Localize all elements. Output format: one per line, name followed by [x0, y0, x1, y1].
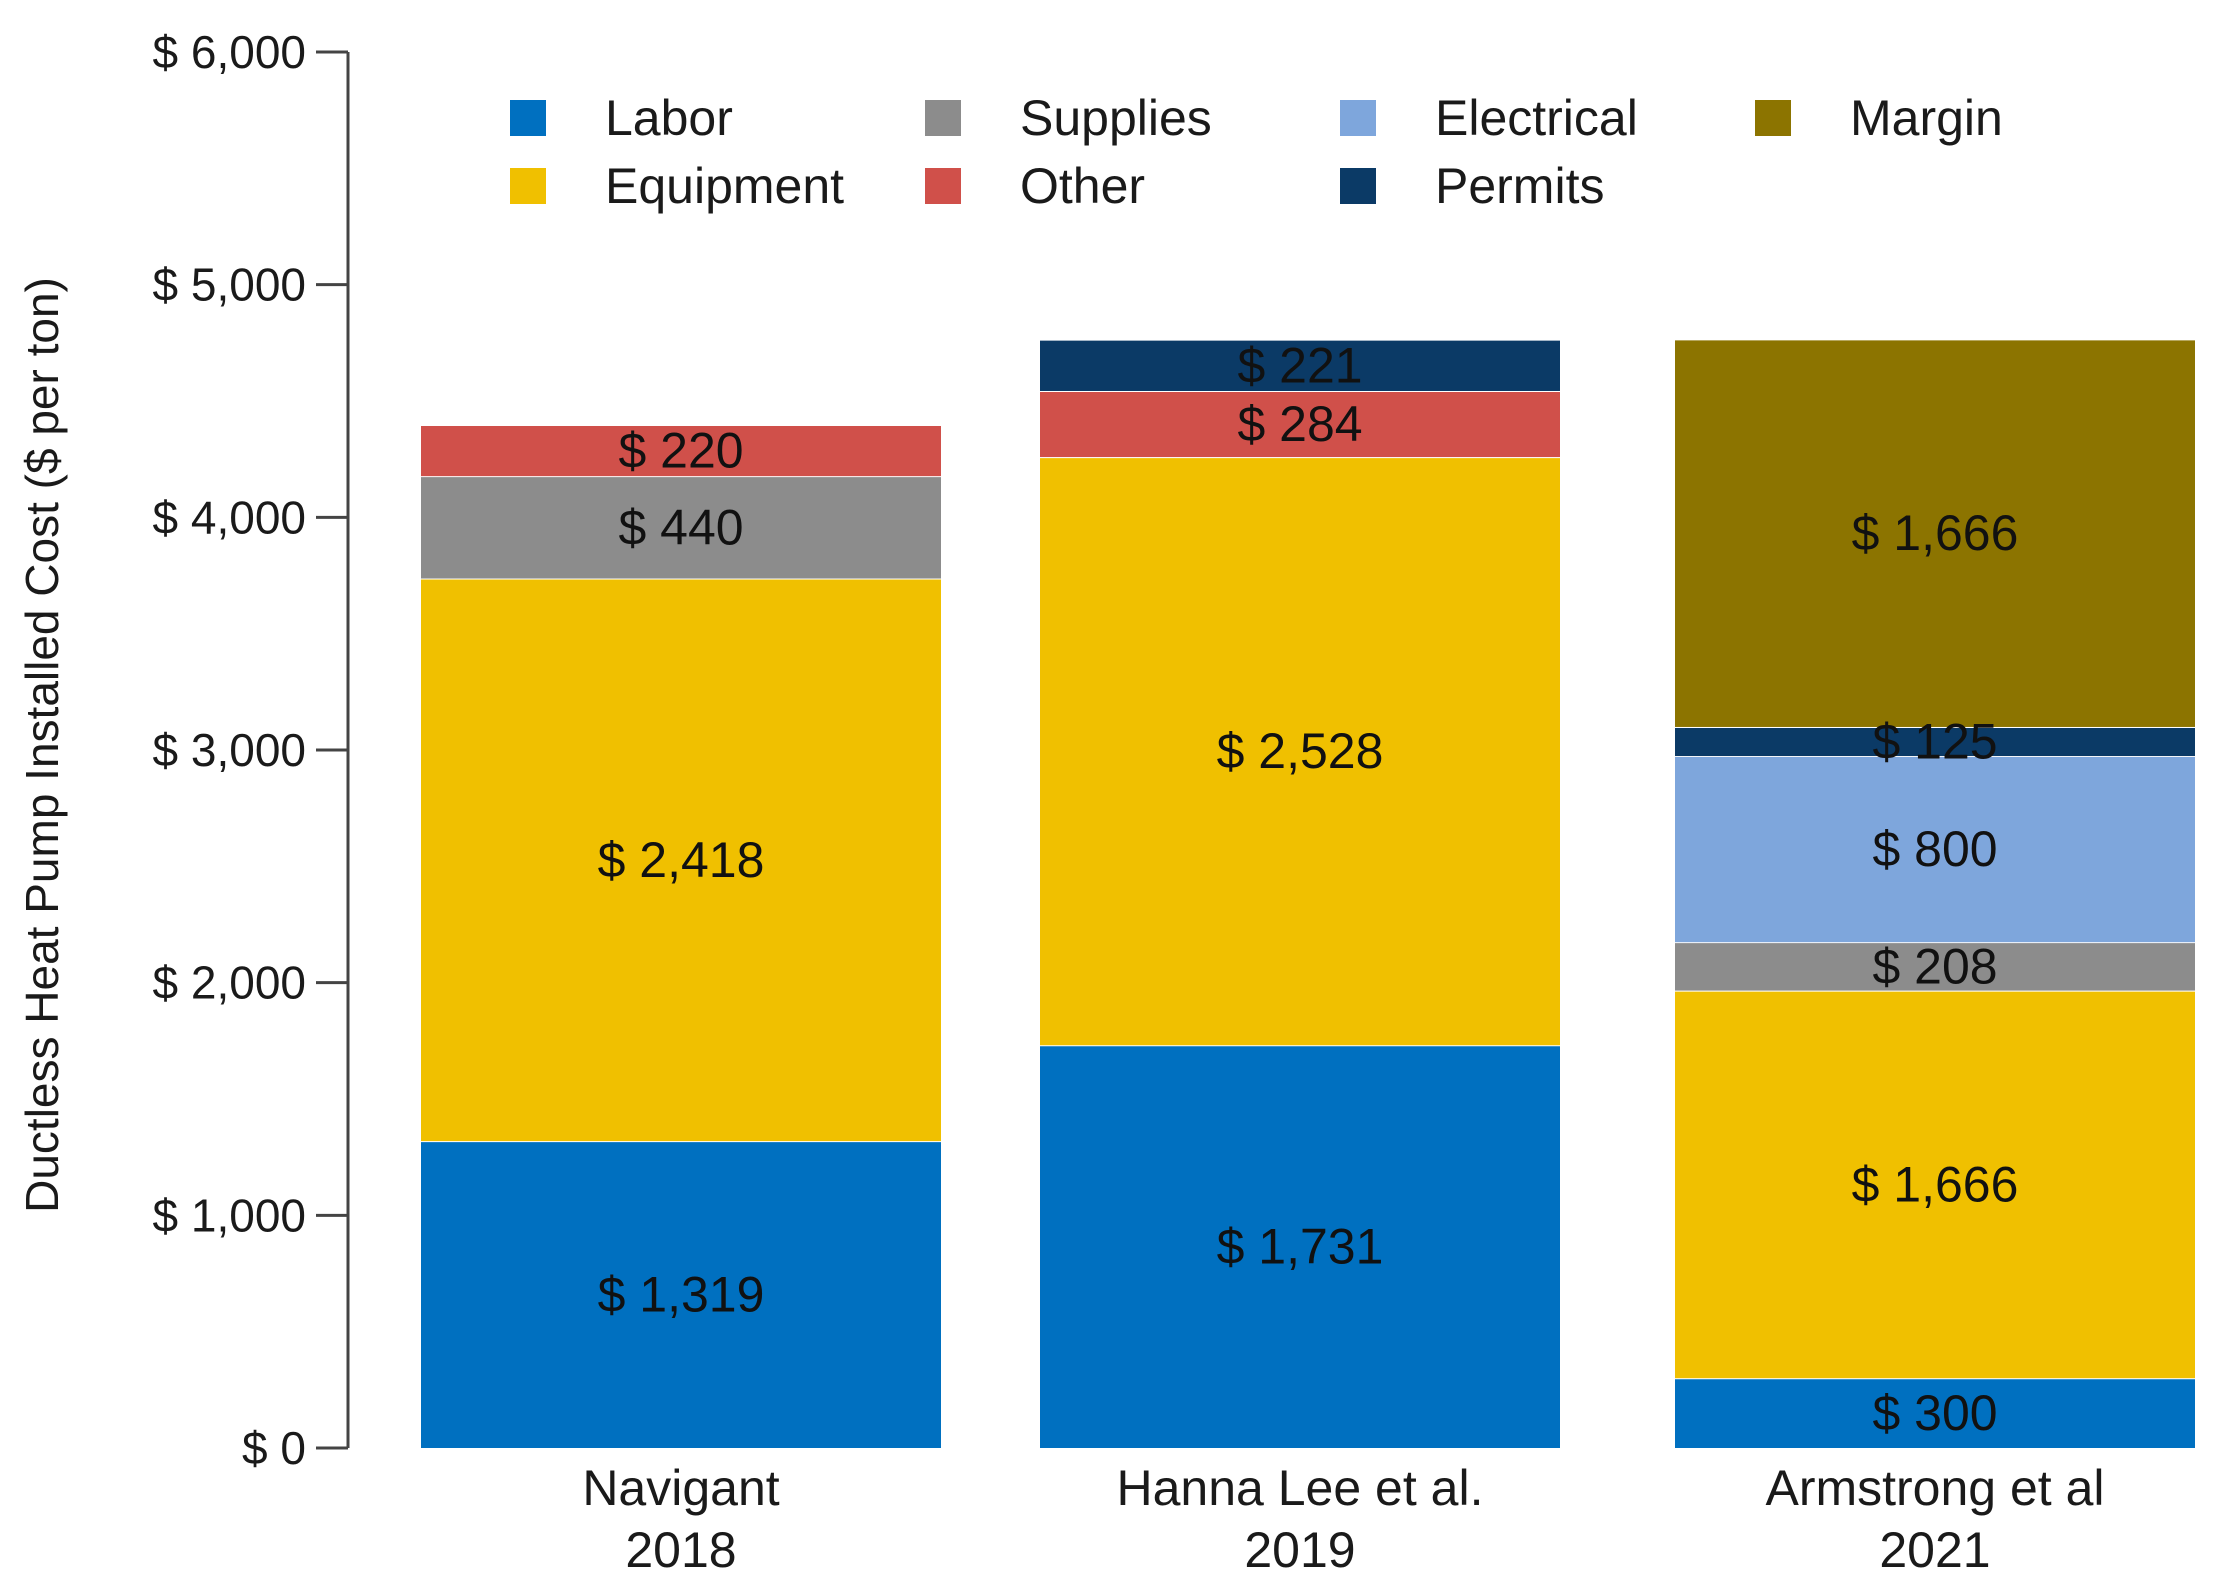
bar-segment-permits-armstrong-et-al — [1675, 726, 2195, 757]
legend-label-labor: Labor — [605, 90, 733, 146]
data-label-equipment-navigant: $ 2,418 — [598, 832, 765, 888]
data-label-labor-armstrong-et-al: $ 300 — [1872, 1385, 1997, 1441]
bar-segment-other-navigant — [421, 424, 941, 477]
legend-label-permits: Permits — [1435, 158, 1604, 214]
bar-segment-labor-navigant — [421, 1141, 941, 1448]
bar-segment-margin-armstrong-et-al — [1675, 339, 2195, 727]
y-tick-label: $ 1,000 — [153, 1189, 306, 1241]
data-label-labor-navigant: $ 1,319 — [598, 1267, 765, 1323]
bar-segment-labor-hanna-lee-et-al — [1040, 1045, 1560, 1448]
data-label-permits-armstrong-et-al: $ 125 — [1872, 714, 1997, 770]
y-tick-label: $ 4,000 — [153, 491, 306, 543]
legend-swatch-equipment — [510, 168, 546, 204]
y-tick-label: $ 3,000 — [153, 724, 306, 776]
legend-label-margin: Margin — [1850, 90, 2003, 146]
data-labels-layer: $ 1,319 $ 2,418 $ 440 $ 220 $ 1,731 $ 2,528 $ … — [598, 337, 2019, 1441]
legend-label-supplies: Supplies — [1020, 90, 1212, 146]
legend-label-equipment: Equipment — [605, 158, 844, 214]
y-tick-label: $ 5,000 — [153, 259, 306, 311]
category-label: Armstrong et al — [1765, 1460, 2104, 1516]
bar-segment-supplies-armstrong-et-al — [1675, 942, 2195, 991]
y-axis: $ 0 $ 1,000 $ 2,000 $ 3,000 $ 4,000 $ 5,000 $ … — [153, 26, 350, 1474]
legend-swatch-permits — [1340, 168, 1376, 204]
y-tick-label: $ 6,000 — [153, 26, 306, 78]
bar-segment-equipment-armstrong-et-al — [1675, 990, 2195, 1379]
legend-label-other: Other — [1020, 158, 1145, 214]
y-tick-label: $ 2,000 — [153, 957, 306, 1009]
category-label: Hanna Lee et al. — [1117, 1460, 1484, 1516]
data-label-equipment-hanna-lee-et-al: $ 2,528 — [1217, 723, 1384, 779]
bar-segment-supplies-navigant — [421, 476, 941, 579]
data-label-equipment-armstrong-et-al: $ 1,666 — [1852, 1156, 2019, 1212]
data-label-labor-hanna-lee-et-al: $ 1,731 — [1217, 1219, 1384, 1275]
category-label: 2021 — [1879, 1522, 1990, 1578]
bar-segment-electrical-armstrong-et-al — [1675, 756, 2195, 943]
bar-segment-permits-hanna-lee-et-al — [1040, 339, 1560, 391]
data-label-supplies-armstrong-et-al: $ 208 — [1872, 938, 1997, 994]
y-tick-label: $ 0 — [242, 1422, 306, 1474]
legend-swatch-supplies — [925, 100, 961, 136]
legend: Labor Supplies Electrical Margin Equipment Ot… — [510, 90, 2003, 214]
legend-swatch-other — [925, 168, 961, 204]
bar-segment-equipment-hanna-lee-et-al — [1040, 457, 1560, 1046]
x-axis-categories: Navigant 2018 Hanna Lee et al. 2019 Armstron… — [582, 1460, 2104, 1578]
y-axis-title: Ductless Heat Pump Installed Cost ($ per… — [16, 277, 68, 1213]
category-label: Navigant — [582, 1460, 779, 1516]
bar-segment-equipment-navigant — [421, 578, 941, 1142]
data-label-supplies-navigant: $ 440 — [618, 499, 743, 555]
legend-swatch-margin — [1755, 100, 1791, 136]
bar-segment-other-hanna-lee-et-al — [1040, 390, 1560, 458]
legend-swatch-electrical — [1340, 100, 1376, 136]
category-label: 2018 — [625, 1522, 736, 1578]
data-label-other-hanna-lee-et-al: $ 284 — [1237, 396, 1362, 452]
data-label-margin-armstrong-et-al: $ 1,666 — [1852, 505, 2019, 561]
data-label-electrical-armstrong-et-al: $ 800 — [1872, 821, 1997, 877]
legend-label-electrical: Electrical — [1435, 90, 1638, 146]
data-label-permits-hanna-lee-et-al: $ 221 — [1237, 337, 1362, 393]
legend-swatch-labor — [510, 100, 546, 136]
category-label: 2019 — [1244, 1522, 1355, 1578]
bars-layer — [421, 338, 2195, 1448]
bar-segment-labor-armstrong-et-al — [1675, 1378, 2195, 1448]
data-label-other-navigant: $ 220 — [618, 423, 743, 479]
